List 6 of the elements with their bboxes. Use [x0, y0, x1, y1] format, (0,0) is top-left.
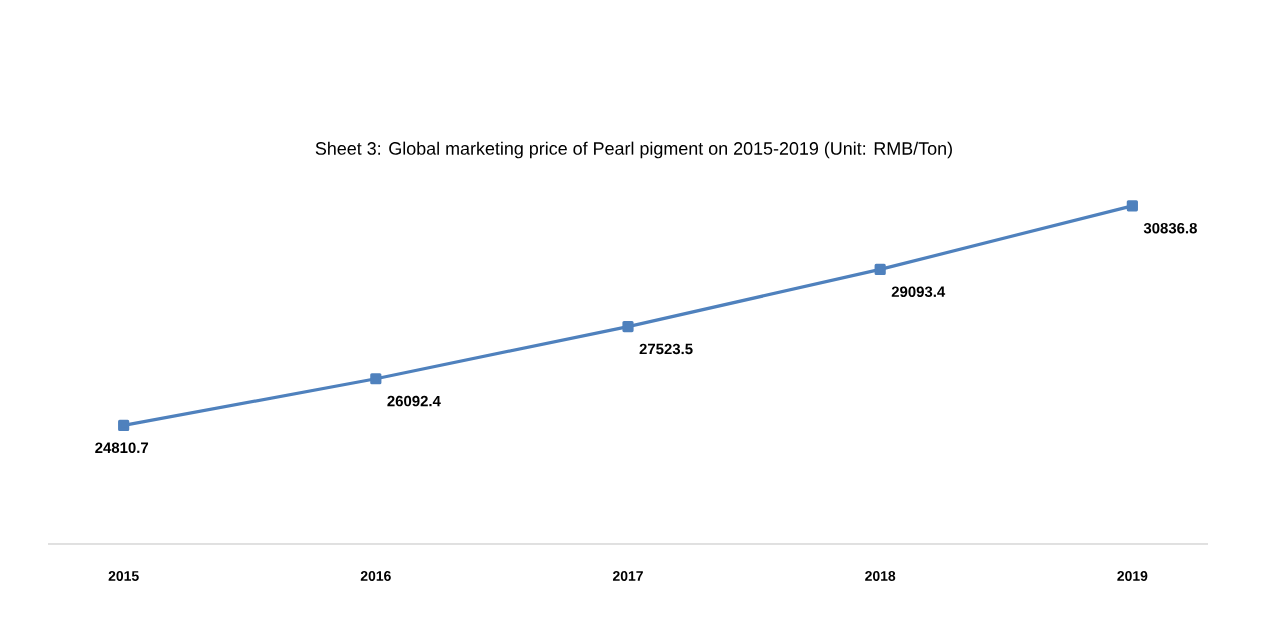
chart-title: Sheet 3: Global marketing price of Pearl pigment on 2015-2019 (Unit: RMB/Ton)	[315, 141, 952, 159]
point	[622, 320, 634, 333]
point	[370, 373, 382, 385]
point	[874, 263, 886, 275]
point	[1126, 200, 1138, 212]
point	[118, 419, 130, 432]
